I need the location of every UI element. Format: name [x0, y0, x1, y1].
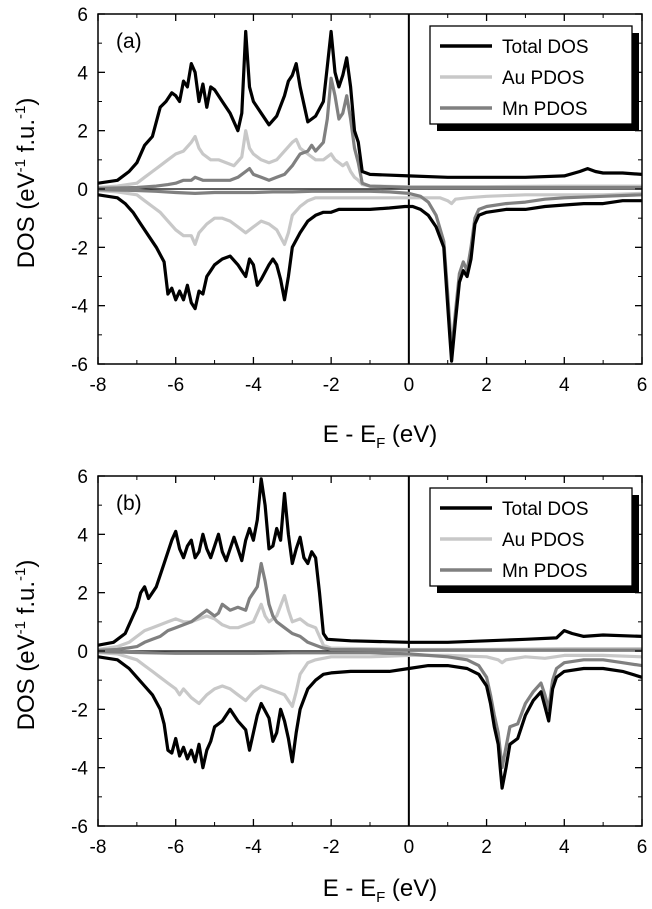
x-tick-label: -4: [245, 375, 262, 396]
y-axis-label: DOS (eV-1 f.u.-1): [12, 560, 40, 731]
y-tick-label: -4: [71, 297, 88, 318]
y-tick-label: 2: [77, 584, 88, 605]
x-tick-label: -2: [323, 837, 340, 858]
curves: [98, 477, 642, 790]
y-axis-label: DOS (eV-1 f.u.-1): [12, 98, 40, 269]
y-tick-label: 6: [77, 5, 88, 26]
y-tick-label: 2: [77, 122, 88, 143]
x-tick-label: 0: [404, 837, 415, 858]
x-tick-label: -4: [245, 837, 262, 858]
series-line-au-pdos-up: [98, 594, 642, 652]
legend-label: Total DOS: [502, 37, 589, 58]
x-tick-label: 4: [559, 375, 570, 396]
legend-label: Au PDOS: [502, 530, 584, 551]
x-tick-label: -6: [167, 375, 184, 396]
y-tick-label: -2: [71, 700, 88, 721]
legend-label: Mn PDOS: [502, 561, 588, 582]
y-tick-label: 6: [77, 467, 88, 488]
series-line-au-pdos-down: [98, 188, 642, 246]
x-tick-label: 2: [481, 837, 492, 858]
legend-label: Au PDOS: [502, 68, 584, 89]
y-tick-label: -4: [71, 759, 88, 780]
x-tick-label: 4: [559, 837, 570, 858]
series-line-au-pdos-up: [98, 129, 642, 190]
legend: Total DOS Au PDOS Mn PDOS: [429, 487, 639, 593]
y-tick-label: 4: [77, 525, 88, 546]
y-tick-label: -6: [71, 355, 88, 376]
x-tick-label: 6: [637, 375, 648, 396]
series-line-total-dos-down: [98, 193, 642, 363]
panel-label: (a): [116, 30, 142, 53]
series-line-mn-pdos-up: [98, 76, 642, 190]
series-line-au-pdos-down: [98, 650, 642, 708]
x-tick-label: -6: [167, 837, 184, 858]
legend-label: Total DOS: [502, 499, 589, 520]
series-line-total-dos-up: [98, 29, 642, 185]
x-tick-label: -8: [90, 375, 107, 396]
series-line-total-dos-down: [98, 655, 642, 790]
series-line-mn-pdos-down: [98, 188, 642, 354]
x-tick-label: -2: [323, 375, 340, 396]
legend-label: Mn PDOS: [502, 99, 588, 120]
y-tick-label: 0: [77, 180, 88, 201]
legend: Total DOS Au PDOS Mn PDOS: [429, 25, 639, 131]
y-tick-label: -6: [71, 817, 88, 838]
series-line-mn-pdos-up: [98, 561, 642, 652]
panel-label: (b): [116, 492, 142, 515]
x-axis-label: E - EF (eV): [323, 421, 438, 452]
curves: [98, 29, 642, 363]
x-tick-label: 6: [637, 837, 648, 858]
y-tick-label: 0: [77, 642, 88, 663]
x-tick-label: 2: [481, 375, 492, 396]
x-tick-label: -8: [90, 837, 107, 858]
y-tick-label: -2: [71, 238, 88, 259]
x-axis-label: E - EF (eV): [323, 875, 438, 906]
series-line-total-dos-up: [98, 477, 642, 647]
x-tick-label: 0: [404, 375, 415, 396]
y-tick-label: 4: [77, 63, 88, 84]
